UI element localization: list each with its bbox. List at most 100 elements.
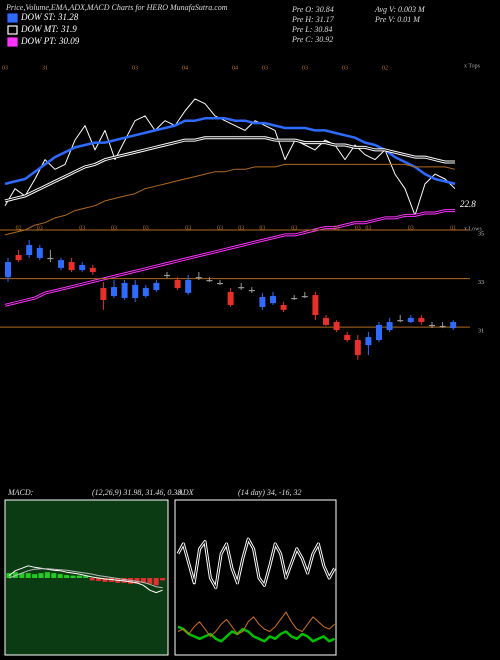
- candle-body: [121, 282, 128, 298]
- x-tick-label: 03: [355, 225, 361, 231]
- histogram-bar: [44, 572, 50, 578]
- candle-body: [407, 317, 414, 323]
- x-tick-label: 03: [238, 225, 244, 231]
- x-tick-label: 03: [259, 225, 265, 231]
- histogram-bar: [51, 573, 57, 578]
- candle-body: [132, 284, 139, 298]
- histogram-bar: [38, 573, 44, 578]
- candle-body: [365, 337, 372, 346]
- macd-subtitle: (12,26,9) 31.98, 31.46, 0.38: [92, 488, 181, 497]
- legend-swatch: [7, 13, 18, 23]
- x-tick-label: 03: [291, 225, 297, 231]
- candle-body: [227, 291, 234, 306]
- x-tick-label: 03: [262, 65, 268, 71]
- candle-body: [439, 325, 446, 328]
- candle-body: [206, 280, 213, 282]
- candle-body: [142, 288, 149, 297]
- candle-body: [376, 324, 382, 341]
- candle-body: [217, 282, 223, 285]
- candle-body: [36, 247, 43, 258]
- histogram-bar: [76, 575, 82, 578]
- candle-body: [429, 324, 435, 327]
- candle-body: [68, 262, 75, 271]
- x-tick-label: 03: [365, 225, 371, 231]
- x-tick-label: 04: [232, 65, 238, 71]
- candle-body: [174, 280, 181, 289]
- candle-body: [79, 264, 86, 271]
- info-label: Avg V: 0.003 M: [374, 5, 426, 14]
- x-tick-label: 03: [132, 65, 138, 71]
- legend-label: DOW ST: 31.28: [20, 12, 79, 22]
- histogram-bar: [70, 575, 76, 578]
- candle-body: [26, 245, 33, 256]
- candle-body: [291, 298, 298, 300]
- histogram-bar: [160, 578, 166, 581]
- y-tick-label: 35: [478, 231, 484, 237]
- candle-body: [15, 255, 22, 261]
- candle-body: [111, 287, 117, 297]
- x-tick-label: 31: [42, 65, 48, 71]
- candle-body: [259, 297, 266, 307]
- histogram-bar: [57, 574, 63, 578]
- info-label: Pre L: 30.84: [291, 25, 332, 34]
- candle-body: [58, 260, 64, 268]
- candle-body: [312, 295, 319, 315]
- candle-body: [238, 287, 245, 289]
- candle-body: [354, 340, 361, 356]
- chart-title: Price,Volume,EMA,ADX,MACD Charts for HER…: [5, 3, 228, 12]
- candle-body: [5, 262, 11, 278]
- candle-body: [270, 296, 276, 304]
- info-label: Pre C: 30.92: [291, 35, 333, 44]
- lows-label: x Lows: [464, 226, 482, 232]
- macd-panel-frame: [4, 499, 169, 656]
- candle-body: [323, 317, 329, 325]
- x-tick-label: 03: [217, 225, 223, 231]
- x-tick-label: 03: [37, 225, 43, 231]
- histogram-bar: [25, 573, 31, 578]
- line-inner: [177, 537, 336, 590]
- candle-body: [248, 289, 255, 292]
- last-value-label: 22.8: [460, 199, 476, 209]
- histogram-bar: [102, 578, 108, 582]
- candle-body: [397, 320, 404, 322]
- candle-body: [89, 267, 96, 273]
- histogram-bar: [128, 578, 134, 584]
- histogram-bar: [64, 575, 70, 578]
- tops-label: x Tops: [464, 63, 481, 69]
- info-label: Pre O: 30.84: [291, 5, 334, 14]
- histogram-bar: [96, 578, 102, 581]
- line-series: [4, 98, 456, 216]
- x-tick-label: 02: [382, 65, 388, 71]
- line-series: [8, 568, 163, 589]
- legend-label: DOW PT: 30.09: [20, 36, 80, 46]
- legend-swatch: [7, 37, 18, 47]
- y-tick-label: 33: [478, 280, 484, 286]
- histogram-bar: [153, 578, 159, 586]
- x-tick-label: 03: [334, 225, 340, 231]
- adx-panel-frame: [174, 499, 337, 656]
- candle-body: [301, 296, 308, 298]
- line-series: [4, 117, 456, 186]
- candle-body: [195, 277, 202, 279]
- candle-body: [344, 334, 351, 341]
- candle-body: [164, 274, 170, 277]
- candle-body: [153, 282, 160, 290]
- candle-body: [185, 280, 192, 293]
- histogram-bar: [32, 574, 38, 578]
- line-series: [8, 565, 163, 594]
- candle-body: [280, 305, 287, 310]
- adx-title: ADX: [177, 488, 195, 497]
- x-tick-label: 01: [450, 225, 456, 231]
- candle-body: [450, 322, 457, 329]
- histogram-bar: [83, 576, 89, 578]
- line-series: [177, 625, 336, 643]
- x-tick-label: 03: [408, 225, 414, 231]
- y-tick-label: 31: [478, 329, 484, 335]
- info-label: Pre V: 0.01 M: [374, 15, 421, 24]
- line-inner: [4, 137, 455, 202]
- line-series: [177, 611, 335, 637]
- candle-body: [47, 257, 54, 260]
- x-tick-label: 03: [143, 225, 149, 231]
